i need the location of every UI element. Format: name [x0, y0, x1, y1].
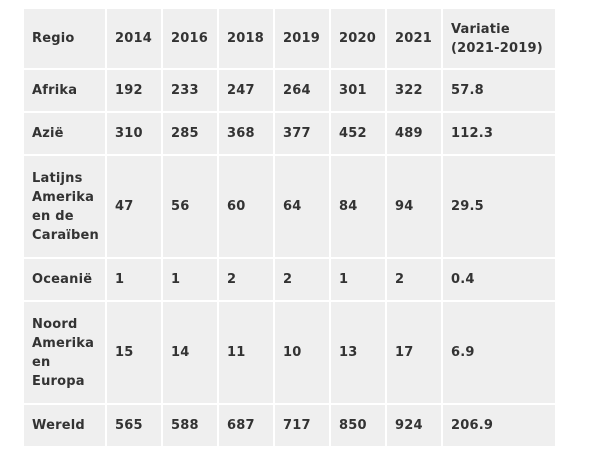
table-cell-region: Noord Amerika en Europa — [24, 302, 105, 403]
table-cell: 17 — [387, 302, 441, 403]
table-cell: 60 — [219, 156, 273, 257]
table-cell-region: Azië — [24, 113, 105, 154]
table-cell: 301 — [331, 70, 385, 111]
table-cell-variatie: 112.3 — [443, 113, 555, 154]
table-row: Noord Amerika en Europa 15 14 11 10 13 1… — [24, 302, 555, 403]
table-cell: 192 — [107, 70, 161, 111]
table-cell: 14 — [163, 302, 217, 403]
table-cell: 15 — [107, 302, 161, 403]
table-cell: 1 — [163, 259, 217, 300]
table-cell: 64 — [275, 156, 329, 257]
table-cell: 377 — [275, 113, 329, 154]
table-cell: 322 — [387, 70, 441, 111]
table-cell: 2 — [219, 259, 273, 300]
table-cell: 310 — [107, 113, 161, 154]
table-cell: 2 — [387, 259, 441, 300]
table-cell: 10 — [275, 302, 329, 403]
header-cell-regio: Regio — [24, 9, 105, 68]
header-cell-2021: 2021 — [387, 9, 441, 68]
table-cell: 13 — [331, 302, 385, 403]
header-cell-2018: 2018 — [219, 9, 273, 68]
header-cell-variatie: Variatie (2021-2019) — [443, 9, 555, 68]
table-cell-variatie: 0.4 — [443, 259, 555, 300]
table-cell: 56 — [163, 156, 217, 257]
table-cell-variatie: 29.5 — [443, 156, 555, 257]
table-cell: 850 — [331, 405, 385, 446]
table-cell-region: Afrika — [24, 70, 105, 111]
table-cell: 47 — [107, 156, 161, 257]
table-cell: 452 — [331, 113, 385, 154]
table-cell: 924 — [387, 405, 441, 446]
table-cell: 84 — [331, 156, 385, 257]
table-cell: 233 — [163, 70, 217, 111]
table-cell-variatie: 6.9 — [443, 302, 555, 403]
table-cell: 489 — [387, 113, 441, 154]
data-table: Regio 2014 2016 2018 2019 2020 2021 Vari… — [22, 7, 557, 448]
table-cell: 264 — [275, 70, 329, 111]
table-row: Afrika 192 233 247 264 301 322 57.8 — [24, 70, 555, 111]
table-cell: 717 — [275, 405, 329, 446]
table-cell: 565 — [107, 405, 161, 446]
header-cell-2019: 2019 — [275, 9, 329, 68]
table-cell: 2 — [275, 259, 329, 300]
header-cell-2014: 2014 — [107, 9, 161, 68]
table-cell-region: Wereld — [24, 405, 105, 446]
table-cell-region: Oceanië — [24, 259, 105, 300]
table-cell: 1 — [331, 259, 385, 300]
table-cell: 588 — [163, 405, 217, 446]
table-row: Oceanië 1 1 2 2 1 2 0.4 — [24, 259, 555, 300]
table-cell-variatie: 57.8 — [443, 70, 555, 111]
header-row: Regio 2014 2016 2018 2019 2020 2021 Vari… — [24, 9, 555, 68]
table-cell: 247 — [219, 70, 273, 111]
header-cell-2016: 2016 — [163, 9, 217, 68]
table-row: Wereld 565 588 687 717 850 924 206.9 — [24, 405, 555, 446]
table-cell: 11 — [219, 302, 273, 403]
table-cell: 1 — [107, 259, 161, 300]
table-cell: 285 — [163, 113, 217, 154]
table-cell-region: Latijns Amerika en de Caraïben — [24, 156, 105, 257]
table-row: Azië 310 285 368 377 452 489 112.3 — [24, 113, 555, 154]
table-cell: 687 — [219, 405, 273, 446]
table-cell: 368 — [219, 113, 273, 154]
table-cell: 94 — [387, 156, 441, 257]
table-cell-variatie: 206.9 — [443, 405, 555, 446]
table-row: Latijns Amerika en de Caraïben 47 56 60 … — [24, 156, 555, 257]
header-cell-2020: 2020 — [331, 9, 385, 68]
data-table-container: Regio 2014 2016 2018 2019 2020 2021 Vari… — [22, 7, 555, 448]
